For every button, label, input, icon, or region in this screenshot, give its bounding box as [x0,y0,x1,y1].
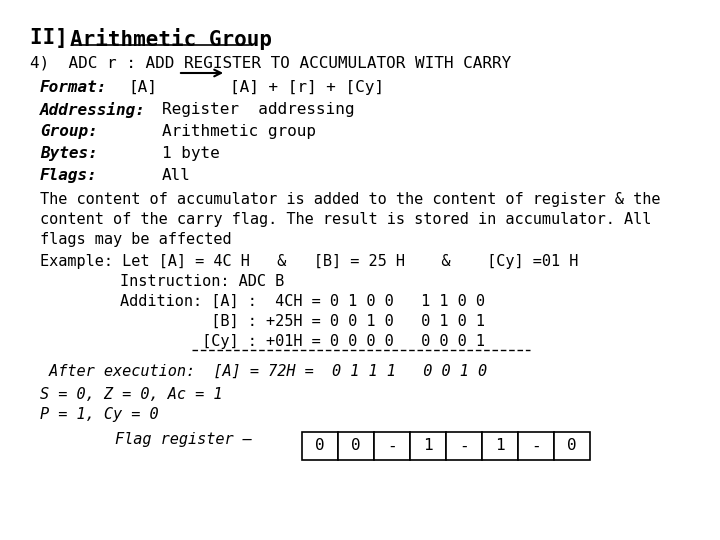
Text: flags may be affected: flags may be affected [40,232,232,247]
Text: Flag register –: Flag register – [115,432,252,447]
Text: Bytes:: Bytes: [40,146,98,161]
Text: 0: 0 [315,438,325,454]
Text: Format:: Format: [40,80,107,95]
Bar [302,432,338,460]
Text: P = 1, Cy = 0: P = 1, Cy = 0 [40,407,158,422]
Bar [554,432,590,460]
Bar [518,432,554,460]
Text: -: - [387,438,397,454]
Text: Addressing:: Addressing: [40,102,146,118]
Text: Register  addressing: Register addressing [162,102,354,117]
Bar [482,432,518,460]
Text: 0: 0 [351,438,361,454]
Text: content of the carry flag. The result is stored in accumulator. All: content of the carry flag. The result is… [40,212,652,227]
Text: [A]: [A] [128,80,157,95]
Text: Arithmetic group: Arithmetic group [162,124,316,139]
Bar [410,432,446,460]
Text: Arithmetic Group: Arithmetic Group [70,28,272,50]
Text: 1: 1 [495,438,505,454]
Text: S = 0, Z = 0, Ac = 1: S = 0, Z = 0, Ac = 1 [40,387,222,402]
Text: [B] : +25H = 0 0 1 0   0 1 0 1: [B] : +25H = 0 0 1 0 0 1 0 1 [120,314,485,329]
Text: All: All [162,168,191,183]
Text: -: - [459,438,469,454]
Bar [374,432,410,460]
Text: Addition: [A] :  4CH = 0 1 0 0   1 1 0 0: Addition: [A] : 4CH = 0 1 0 0 1 1 0 0 [120,294,485,309]
Text: 1 byte: 1 byte [162,146,220,161]
Text: The content of accumulator is added to the content of register & the: The content of accumulator is added to t… [40,192,660,207]
Text: Instruction: ADC B: Instruction: ADC B [120,274,284,289]
Text: -: - [531,438,541,454]
Text: [A] + [r] + [Cy]: [A] + [r] + [Cy] [230,80,384,95]
Bar [446,432,482,460]
Text: 4)  ADC r : ADD REGISTER TO ACCUMULATOR WITH CARRY: 4) ADC r : ADD REGISTER TO ACCUMULATOR W… [30,56,511,71]
Text: Flags:: Flags: [40,168,98,183]
Bar [338,432,374,460]
Text: After execution:  [A] = 72H =  0 1 1 1   0 0 1 0: After execution: [A] = 72H = 0 1 1 1 0 0… [40,364,487,379]
Text: Example: Let [A] = 4C H   &   [B] = 25 H    &    [Cy] =01 H: Example: Let [A] = 4C H & [B] = 25 H & [… [40,254,578,269]
Text: [Cy] : +01H = 0 0 0 0   0 0 0 1: [Cy] : +01H = 0 0 0 0 0 0 0 1 [120,334,485,349]
Text: II]: II] [30,28,81,48]
Text: 1: 1 [423,438,433,454]
Text: 0: 0 [567,438,577,454]
Text: Group:: Group: [40,124,98,139]
